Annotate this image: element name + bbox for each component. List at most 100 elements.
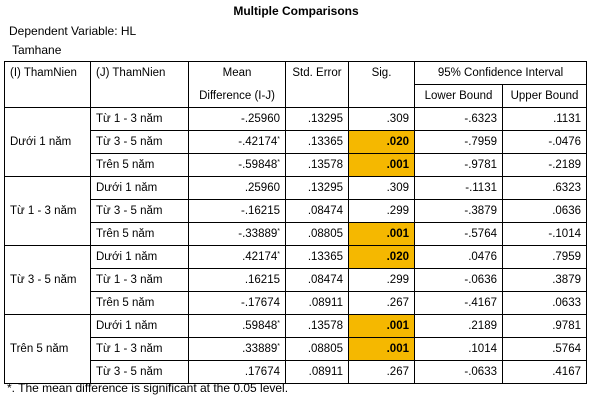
- sig-cell: .267: [348, 360, 415, 384]
- lower-bound-cell: .2189: [414, 314, 503, 338]
- j-group-cell: Từ 1 - 3 năm: [90, 107, 189, 131]
- upper-bound-cell: .9781: [502, 314, 587, 338]
- lower-bound-cell: -.5764: [414, 222, 503, 246]
- table-row: Từ 3 - 5 năm -.42174* .13365.020 -.7959 -.04…: [5, 130, 587, 154]
- sig-cell: .001: [348, 314, 415, 338]
- lower-bound-cell: -.7959: [414, 130, 503, 154]
- std-error-cell: .08805: [285, 337, 349, 361]
- lower-bound-cell: .0476: [414, 245, 503, 269]
- std-error-cell: .13578: [285, 153, 349, 177]
- j-group-cell: Trên 5 năm: [90, 291, 189, 315]
- upper-bound-cell: -.2189: [502, 153, 587, 177]
- lower-bound-cell: -.3879: [414, 199, 503, 223]
- header-i-group-cont: [4, 84, 91, 108]
- std-error-cell: .08805: [285, 222, 349, 246]
- std-error-cell: .08911: [285, 291, 349, 315]
- mean-difference-cell: .16215: [188, 268, 286, 292]
- j-group-cell: Từ 3 - 5 năm: [90, 360, 189, 384]
- std-error-cell: .08474: [285, 268, 349, 292]
- sig-cell: .020: [348, 130, 415, 154]
- lower-bound-cell: -.0636: [414, 268, 503, 292]
- std-error-cell: .13295: [285, 107, 349, 131]
- sig-cell: .020: [348, 245, 415, 269]
- mean-difference-cell: .33889*: [188, 337, 286, 361]
- mean-difference-value: -.42174: [238, 136, 278, 148]
- j-group-cell: Từ 1 - 3 năm: [90, 268, 189, 292]
- header-sig: Sig.: [348, 61, 415, 85]
- sig-cell: .309: [348, 107, 415, 131]
- mean-difference-cell: .42174*: [188, 245, 286, 269]
- mean-difference-value: .17674: [244, 366, 280, 378]
- mean-difference-value: -.17674: [240, 297, 280, 309]
- significance-marker: *: [277, 320, 280, 327]
- upper-bound-cell: .6323: [502, 176, 587, 200]
- upper-bound-cell: .7959: [502, 245, 587, 269]
- upper-bound-cell: .3879: [502, 268, 587, 292]
- table-row: Dưới 1 năm Từ 1 - 3 năm -.25960.13295.309-…: [4, 107, 587, 177]
- significance-marker: *: [277, 228, 280, 235]
- header-mean-difference-line2: Difference (I-J): [188, 84, 286, 108]
- mean-difference-cell: -.25960: [188, 107, 286, 131]
- table-row: Từ 1 - 3 năm .16215 .08474.299 -.0636.3879: [5, 268, 587, 292]
- row-group-label: Trên 5 năm: [4, 314, 91, 384]
- header-j-group: (J) ThamNien: [90, 61, 189, 85]
- table-row: Từ 3 - 5 năm .17674 .08911.267 -.0633.4167: [5, 360, 587, 384]
- header-i-group: (I) ThamNien: [4, 61, 91, 85]
- std-error-cell: .08911: [285, 360, 349, 384]
- mean-difference-value: -.33889: [238, 228, 278, 240]
- multiple-comparisons-table: (I) ThamNien (J) ThamNien Mean Std. Erro…: [4, 61, 587, 384]
- row-group-label: Từ 1 - 3 năm: [4, 176, 91, 246]
- mean-difference-value: .16215: [244, 274, 280, 286]
- significance-marker: *: [277, 136, 280, 143]
- lower-bound-cell: -.6323: [414, 107, 503, 131]
- table-row: Từ 1 - 3 năm .33889* .08805.001.1014.5764: [5, 337, 587, 361]
- upper-bound-cell: -.0476: [502, 130, 587, 154]
- lower-bound-cell: -.1131: [414, 176, 503, 200]
- j-group-cell: Từ 1 - 3 năm: [90, 337, 189, 361]
- upper-bound-cell: .0636: [502, 199, 587, 223]
- table-row: Trên 5 năm -.33889* .08805.001 -.5764 -.1014: [5, 222, 587, 246]
- sig-cell: .001: [348, 337, 415, 361]
- mean-difference-cell: .59848*: [188, 314, 286, 338]
- sig-cell: .299: [348, 268, 415, 292]
- table-body: Dưới 1 năm Từ 1 - 3 năm -.25960.13295.309-…: [4, 107, 587, 384]
- j-group-cell: Từ 3 - 5 năm: [90, 130, 189, 154]
- upper-bound-cell: .5764: [502, 337, 587, 361]
- mean-difference-value: -.25960: [240, 113, 280, 125]
- j-group-cell: Từ 3 - 5 năm: [90, 199, 189, 223]
- mean-difference-cell: -.42174*: [188, 130, 286, 154]
- footnote: *. The mean difference is significant at…: [7, 381, 289, 395]
- j-group-cell: Dưới 1 năm: [90, 176, 189, 200]
- significance-marker: *: [277, 159, 280, 166]
- sig-cell: .267: [348, 291, 415, 315]
- j-group-cell: Trên 5 năm: [90, 222, 189, 246]
- header-std-error-cont: [285, 84, 349, 108]
- j-group-cell: Trên 5 năm: [90, 153, 189, 177]
- mean-difference-cell: -.17674: [188, 291, 286, 315]
- header-std-error: Std. Error: [285, 61, 349, 85]
- mean-difference-cell: .25960: [188, 176, 286, 200]
- sig-cell: .309: [348, 176, 415, 200]
- mean-difference-value: -.59848: [238, 159, 278, 171]
- mean-difference-cell: -.59848*: [188, 153, 286, 177]
- mean-difference-value: .59848: [242, 320, 278, 332]
- upper-bound-cell: .1131: [502, 107, 587, 131]
- j-group-cell: Dưới 1 năm: [90, 314, 189, 338]
- table-row: Từ 3 - 5 năm Dưới 1 năm .42174* .13365.020.…: [4, 245, 587, 315]
- upper-bound-cell: .0633: [502, 291, 587, 315]
- header-j-group-cont: [90, 84, 189, 108]
- table-row: Trên 5 năm -.17674 .08911.267 -.4167.0633: [5, 291, 587, 315]
- table-row: Trên 5 năm -.59848* .13578.001 -.9781 -.2189: [5, 153, 587, 177]
- header-upper-bound: Upper Bound: [502, 84, 587, 108]
- header-lower-bound: Lower Bound: [414, 84, 503, 108]
- dependent-variable-label: Dependent Variable: HL: [9, 24, 137, 38]
- std-error-cell: .08474: [285, 199, 349, 223]
- significance-marker: *: [277, 343, 280, 350]
- row-group-label: Từ 3 - 5 năm: [4, 245, 91, 315]
- mean-difference-value: .33889: [242, 343, 278, 355]
- header-confidence-interval: 95% Confidence Interval: [414, 61, 587, 85]
- mean-difference-cell: -.33889*: [188, 222, 286, 246]
- header-sig-cont: [348, 84, 415, 108]
- sig-cell: .001: [348, 222, 415, 246]
- lower-bound-cell: -.9781: [414, 153, 503, 177]
